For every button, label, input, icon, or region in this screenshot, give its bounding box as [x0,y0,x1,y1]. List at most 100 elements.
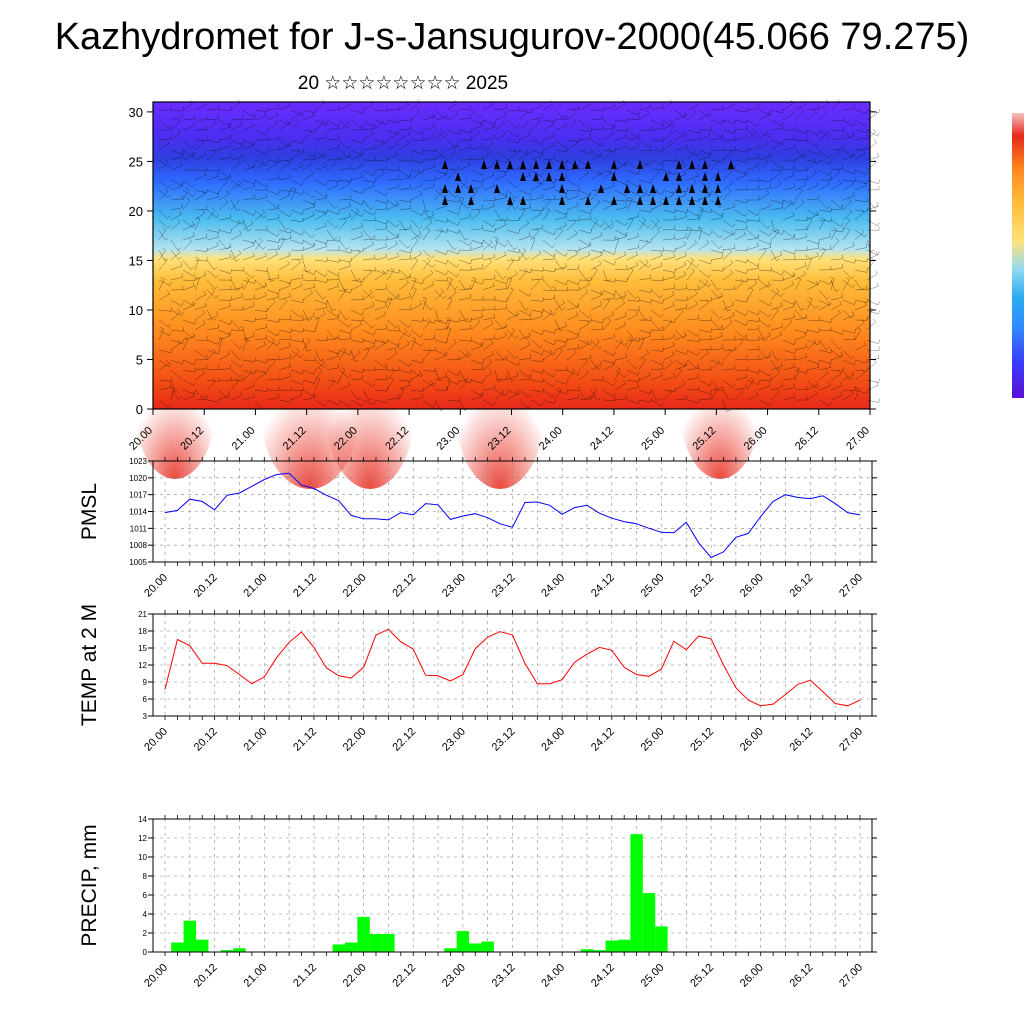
wind-barb [431,281,435,285]
wind-barb [794,329,807,334]
wind-barb [206,139,219,144]
wind-barb [854,231,864,241]
y-axis-label: TEMP at 2 M [78,604,101,726]
wind-barb [806,247,819,251]
wind-barb [184,187,189,190]
wind-barb [410,169,423,174]
wind-barb [254,359,267,364]
wind-barb [537,119,541,123]
wind-barb [362,305,375,311]
y-tick-label: 0 [143,948,148,957]
wind-barb [434,129,445,138]
wind-barb [333,237,338,241]
wind-barb [578,309,589,318]
wind-barb [469,241,472,246]
wind-barb [422,379,434,387]
wind-barb [734,358,747,361]
wind-barb [566,139,579,143]
wind-barb [708,192,711,197]
wind-barb [314,149,325,159]
wind-barb [745,132,747,137]
y-tick-label: 6 [143,695,148,704]
wind-barb [686,104,699,111]
wind-barb [410,194,422,201]
wind-barb [722,379,733,388]
wind-barb [491,350,494,355]
wind-barb [290,239,303,245]
wind-barb [876,282,879,287]
wind-barb [746,269,748,274]
wind-barb [685,233,687,238]
wind-barb [756,391,759,396]
wind-barb [386,298,393,311]
wind-barb [388,297,392,300]
wind-barb [770,229,783,235]
wind-barb [290,329,303,333]
wind-barb [698,389,711,395]
wind-barb [602,204,614,211]
wind-barb [301,111,304,116]
wind-barb [614,268,627,271]
wind-barb [586,319,590,324]
wind-barb [553,351,556,355]
wind-barb [673,333,675,338]
wind-pennant [637,196,643,205]
wind-barb [182,395,195,401]
wind-pennant [494,160,500,169]
wind-barb [770,183,782,191]
wind-barb [514,149,517,153]
wind-barb [410,279,417,291]
wind-barb [362,185,375,191]
wind-barb [806,159,819,164]
wind-pennant [715,172,721,181]
wind-barb [446,145,459,151]
wind-barb [541,331,544,335]
wind-barb [854,369,867,372]
wind-barb [849,377,854,381]
wind-barb [674,189,676,194]
wind-barb [698,156,711,161]
wind-barb [672,291,675,296]
wind-barb [266,361,276,371]
wind-barb [446,378,451,391]
y-tick-label: 14 [138,815,147,824]
wind-barb [264,111,267,116]
wind-pennant [663,196,669,205]
wind-barb [398,309,411,311]
wind-barb [494,308,507,311]
wind-barb [216,172,219,177]
wind-barb [818,289,827,300]
wind-barb [542,145,555,151]
wind-barb [698,279,709,288]
precip-bar [655,926,668,952]
wind-barb [314,179,326,186]
wind-barb [324,364,328,368]
wind-barb [840,391,843,396]
wind-barb [635,251,639,255]
wind-barb [458,229,466,241]
wind-barb [422,299,431,310]
wind-barb [238,179,242,184]
wind-barb [650,368,663,371]
wind-barb [194,305,207,311]
wind-barb [218,269,231,274]
wind-barb [680,308,684,312]
precip-bar [196,939,209,952]
wind-barb [616,367,621,370]
wind-barb [602,133,614,141]
wind-pennant [702,196,708,205]
wind-barb [648,143,652,148]
wind-barb [470,259,472,264]
wind-barb [554,259,563,270]
wind-barb [775,288,780,292]
wind-barb [386,347,399,351]
wind-barb [650,389,657,401]
wind-barb [494,389,506,396]
wind-barb [213,148,217,153]
wind-barb [542,150,544,154]
wind-barb [734,209,746,217]
wind-barb [815,280,818,285]
wind-barb [530,309,543,313]
wind-barb [254,162,265,171]
wind-barb [638,359,646,371]
